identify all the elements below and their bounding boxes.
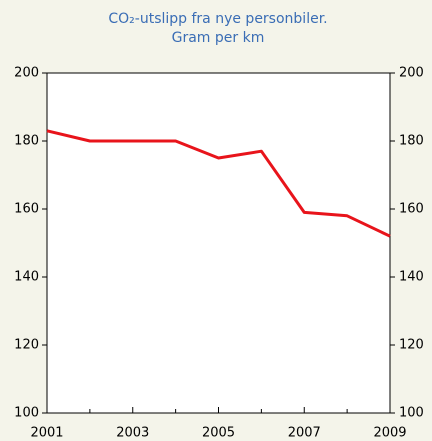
y-tick-label: 160 (14, 202, 39, 217)
x-tick-label: 2007 (288, 426, 321, 441)
y-tick-label: 140 (14, 270, 39, 285)
y2-tick-label: 180 (399, 134, 424, 149)
x-tick-label: 2009 (373, 426, 406, 441)
y-tick-label: 180 (14, 134, 39, 149)
x-tick-label: 2005 (202, 426, 235, 441)
plot-area (46, 72, 391, 414)
chart-title: CO₂-utslipp fra nye personbiler. (108, 11, 327, 27)
y2-tick-label: 200 (399, 66, 424, 81)
y2-tick-label: 100 (399, 406, 424, 421)
y-tick-label: 100 (14, 406, 39, 421)
data-line (46, 129, 391, 238)
y2-tick-label: 140 (399, 270, 424, 285)
y2-tick-label: 160 (399, 202, 424, 217)
chart-subtitle: Gram per km (172, 30, 265, 46)
x-tick-label: 2003 (116, 426, 149, 441)
x-tick-label: 2001 (30, 426, 63, 441)
y-tick-label: 200 (14, 66, 39, 81)
y2-tick-label: 120 (399, 338, 424, 353)
y-tick-label: 120 (14, 338, 39, 353)
